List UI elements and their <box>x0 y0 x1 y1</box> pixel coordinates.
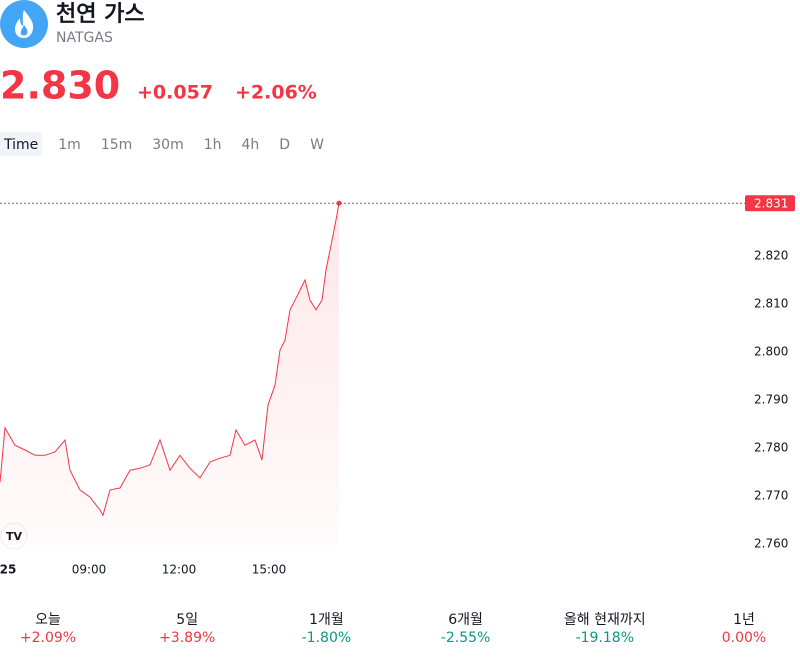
last-price-label: 2.831 <box>754 197 788 211</box>
perf-value: -2.55% <box>441 630 491 646</box>
symbol: NATGAS <box>56 30 113 46</box>
perf-value: +2.09% <box>20 630 76 646</box>
x-tick-label: 12:00 <box>162 563 197 577</box>
perf-label: 5일 <box>176 612 198 628</box>
x-tick-label: 25 <box>0 563 16 577</box>
last-price-tag <box>745 195 795 212</box>
x-tick-label: 15:00 <box>252 563 287 577</box>
perf-label: 6개월 <box>448 612 483 628</box>
x-tick-label: 09:00 <box>72 563 107 577</box>
area <box>0 203 339 545</box>
change: +0.057 <box>137 82 213 104</box>
perf-value: +3.89% <box>159 630 215 646</box>
tab-bg <box>0 132 43 156</box>
symbol-icon <box>0 0 48 48</box>
price: 2.830 <box>0 64 120 108</box>
perf-label: 오늘 <box>35 612 61 628</box>
timeframe-tab[interactable]: 15m <box>101 137 132 153</box>
price-line-series <box>0 203 340 517</box>
timeframe-tab[interactable]: W <box>310 137 324 153</box>
timeframe-tab[interactable]: 30m <box>152 137 183 153</box>
last-point <box>336 200 342 206</box>
y-tick-label: 2.820 <box>754 249 788 263</box>
perf-value: 0.00% <box>722 630 766 646</box>
y-tick-label: 2.770 <box>754 489 788 503</box>
y-tick-label: 2.810 <box>754 297 788 311</box>
timeframe-tab[interactable]: 1m <box>58 137 81 153</box>
timeframe-tab[interactable]: 4h <box>242 137 260 153</box>
perf-label: 1개월 <box>309 612 344 628</box>
timeframe-tab[interactable]: Time <box>3 137 38 153</box>
y-tick-label: 2.760 <box>754 537 788 551</box>
y-tick-label: 2.790 <box>754 393 788 407</box>
timeframe-tab[interactable]: D <box>279 137 290 153</box>
perf-label: 1년 <box>733 612 755 628</box>
y-tick-label: 2.800 <box>754 345 788 359</box>
y-tick-label: 2.780 <box>754 441 788 455</box>
timeframe-tab[interactable]: 1h <box>204 137 222 153</box>
perf-value: -19.18% <box>576 630 634 646</box>
perf-label: 올해 현재까지 <box>564 612 646 628</box>
title: 천연 가스 <box>56 2 145 27</box>
perf-value: -1.80% <box>302 630 352 646</box>
change-percent: +2.06% <box>235 82 317 104</box>
